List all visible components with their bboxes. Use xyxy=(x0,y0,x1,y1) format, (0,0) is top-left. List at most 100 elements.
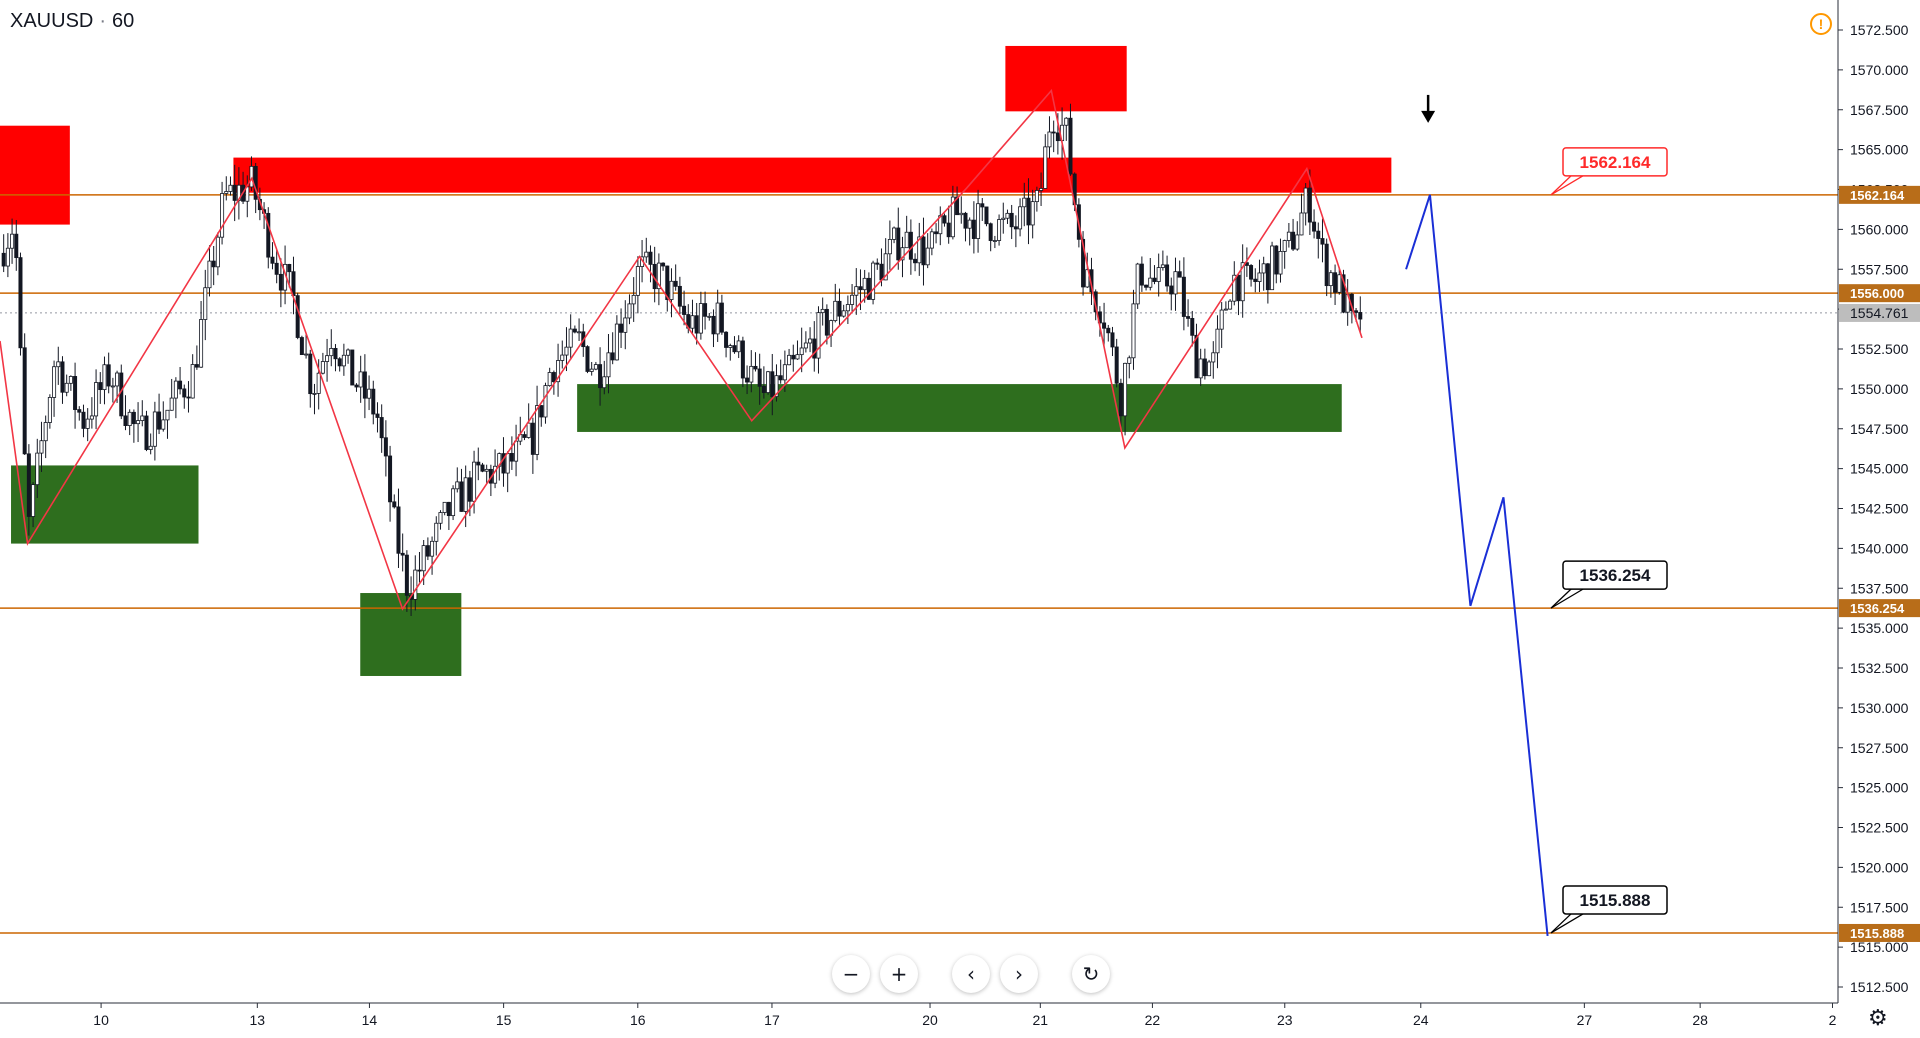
candle-body xyxy=(304,353,309,356)
callout-box[interactable] xyxy=(1562,885,1668,915)
gear-icon[interactable]: ⚙ xyxy=(1868,1006,1888,1031)
candle-body xyxy=(715,302,720,335)
candle-body xyxy=(249,165,254,188)
symbol-title[interactable]: XAUUSD · 60 xyxy=(10,10,134,33)
candle-body xyxy=(316,372,321,394)
candle-body xyxy=(606,352,611,378)
time-tick-label: 13 xyxy=(250,1012,266,1028)
chevron-left-icon: ‹ xyxy=(967,962,975,986)
time-tick-label: 21 xyxy=(1033,1012,1049,1028)
candle-body xyxy=(963,212,968,229)
support-zone[interactable] xyxy=(577,384,1342,432)
candle-body xyxy=(165,409,170,421)
price-tick-label: 1545.000 xyxy=(1850,461,1909,477)
candle-body xyxy=(896,227,901,261)
candle-body xyxy=(60,361,65,393)
candle-body xyxy=(270,256,275,264)
candle-body xyxy=(173,380,178,399)
candle-body xyxy=(644,251,649,258)
zigzag-layer xyxy=(0,88,1363,611)
candle-body xyxy=(929,231,934,249)
projection-path[interactable] xyxy=(1405,194,1549,937)
zones-layer xyxy=(0,45,1392,676)
plus-icon: + xyxy=(890,962,908,986)
candle-body xyxy=(871,262,876,300)
candle-body xyxy=(753,365,758,370)
resistance-zone[interactable] xyxy=(233,157,1392,193)
candle-body xyxy=(400,552,405,556)
price-tick-label: 1515.000 xyxy=(1850,939,1909,955)
candle-body xyxy=(266,212,271,258)
zoom-out-button[interactable]: − xyxy=(832,955,870,993)
scroll-right-button[interactable]: › xyxy=(1000,955,1038,993)
level-price-tag[interactable] xyxy=(1839,185,1920,204)
candle-body xyxy=(749,365,754,383)
warning-icon[interactable]: ! xyxy=(1810,13,1832,35)
candle-body xyxy=(766,371,771,393)
candle-body xyxy=(56,361,61,368)
candle-body xyxy=(346,349,351,356)
candle-body xyxy=(791,354,796,360)
scroll-left-button[interactable]: ‹ xyxy=(952,955,990,993)
candle-body xyxy=(745,377,750,383)
candle-body xyxy=(1194,334,1199,379)
candle-body xyxy=(677,285,682,307)
candle-body xyxy=(232,184,237,201)
candle-body xyxy=(18,257,23,349)
time-tick-label: 28 xyxy=(1692,1012,1708,1028)
candle-body xyxy=(278,273,283,291)
candle-body xyxy=(682,305,687,315)
candle-body xyxy=(5,247,10,267)
resistance-zone[interactable] xyxy=(1005,45,1127,112)
candle-body xyxy=(614,323,619,361)
level-price-tag[interactable] xyxy=(1839,599,1920,618)
time-tick-label: 23 xyxy=(1277,1012,1293,1028)
candle-body xyxy=(820,308,825,314)
candle-body xyxy=(379,417,384,439)
candle-body xyxy=(442,501,447,513)
candle-body xyxy=(396,506,401,554)
candle-body xyxy=(413,569,418,600)
candle-body xyxy=(1118,382,1123,417)
candle-body xyxy=(740,340,745,379)
candle-body xyxy=(459,481,464,512)
zoom-in-button[interactable]: + xyxy=(880,955,918,993)
candle-body xyxy=(875,262,880,265)
zigzag-line[interactable] xyxy=(0,88,1363,611)
level-price-tag[interactable] xyxy=(1839,284,1920,303)
resistance-zone[interactable] xyxy=(0,125,70,225)
candle-body xyxy=(543,385,548,418)
level-price-tag[interactable] xyxy=(1839,923,1920,942)
candle-body xyxy=(157,411,162,430)
candle-body xyxy=(1299,212,1304,236)
callout-box[interactable] xyxy=(1562,147,1668,177)
candle-body xyxy=(434,522,439,542)
candle-body xyxy=(144,415,149,450)
candle-body xyxy=(627,303,632,319)
candle-body xyxy=(887,239,892,255)
candle-body xyxy=(522,434,527,438)
candle-body xyxy=(140,415,145,421)
candle-body xyxy=(1253,278,1258,282)
candle-body xyxy=(375,413,380,418)
candle-body xyxy=(514,440,519,462)
reset-chart-button[interactable]: ↻ xyxy=(1072,955,1110,993)
candle-body xyxy=(1047,131,1052,148)
candle-body xyxy=(530,422,535,455)
candle-body xyxy=(1249,265,1254,280)
candle-body xyxy=(1148,277,1153,288)
candle-body xyxy=(908,231,913,260)
candle-body xyxy=(619,323,624,333)
candle-body xyxy=(833,300,838,322)
callout-box[interactable] xyxy=(1562,560,1668,590)
candle-body xyxy=(295,295,300,338)
candle-body xyxy=(207,260,212,289)
candle-body xyxy=(703,303,708,317)
candle-body xyxy=(661,262,666,267)
candle-body xyxy=(106,364,111,387)
candle-body xyxy=(560,354,565,361)
candle-body xyxy=(736,340,741,353)
current-price-tag[interactable] xyxy=(1839,303,1920,322)
support-zone[interactable] xyxy=(11,465,199,544)
